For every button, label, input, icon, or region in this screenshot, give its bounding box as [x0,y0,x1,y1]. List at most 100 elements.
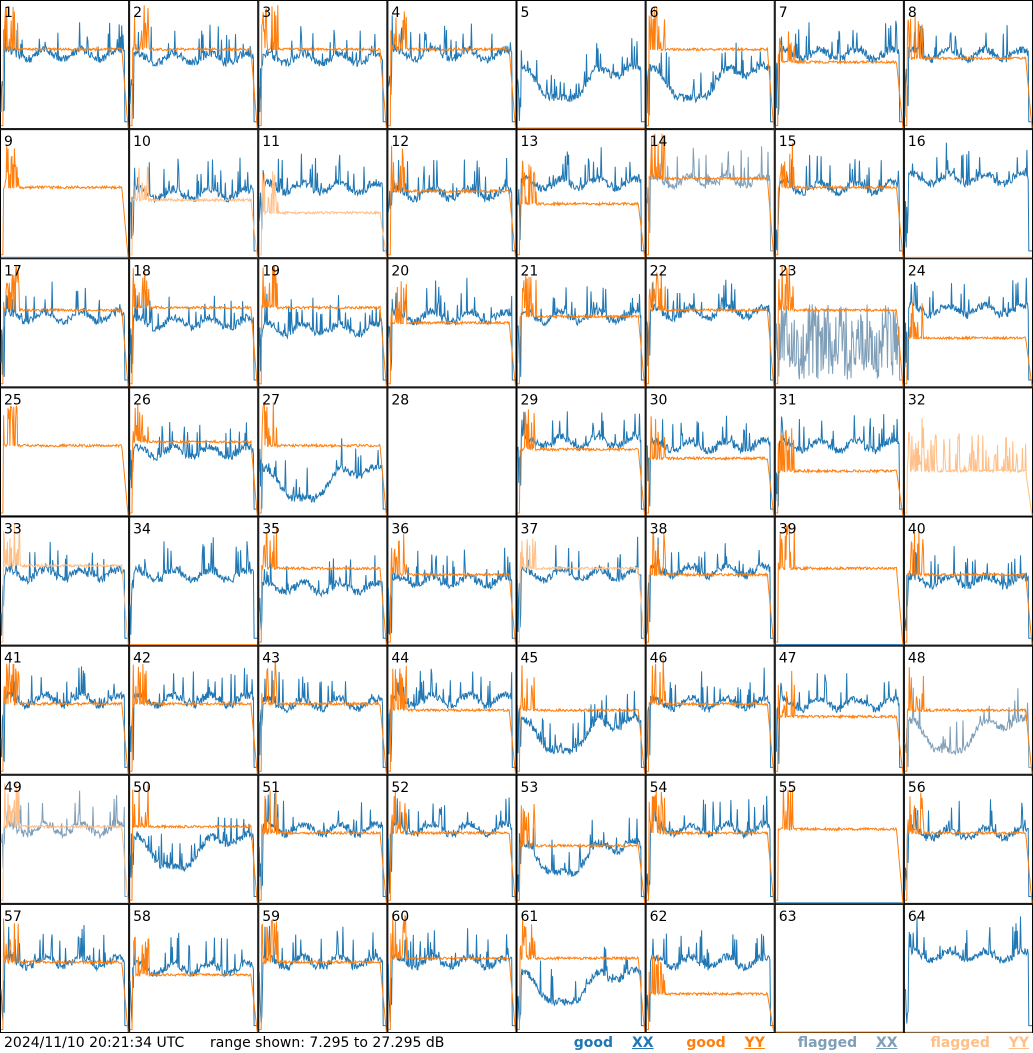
panel-34: 34 [129,516,259,646]
xx-line [258,153,387,252]
xx-line [517,690,645,768]
yy-line [775,524,904,645]
panel-56: 56 [903,774,1033,904]
panel-frame [129,903,259,1033]
legend-good-xx: good XX [573,1035,654,1051]
panel-label: 1 [4,5,13,21]
panel-47: 47 [774,645,904,775]
yy-line [646,954,775,1033]
yy-line [259,788,387,903]
panel-25: 25 [0,387,130,517]
panel-frame [645,774,775,904]
yy-line [130,785,258,903]
panel-3: 3 [258,0,388,130]
yy-line [517,918,646,1033]
panel-7: 7 [774,0,904,130]
panel-label: 44 [391,651,409,667]
panel-frame [516,258,646,388]
yy-line [130,664,258,774]
yy-line [646,6,775,129]
panel-frame [645,903,775,1033]
panel-15: 15 [774,129,904,259]
xx-line [258,26,387,123]
xx-line [517,536,645,639]
footer-bar: 2024/11/10 20:21:34 UTC range shown: 7.2… [0,1033,1033,1053]
panel-label: 42 [133,651,151,667]
panel-64: 64 [903,903,1033,1033]
panel-59: 59 [258,903,388,1033]
xx-line [258,670,387,768]
panel-frame [903,0,1033,130]
yy-line [388,665,516,774]
legend-flagged-xx: flagged XX [797,1035,898,1051]
panel-frame [903,258,1033,388]
panel-label: 4 [391,5,400,21]
yy-line [775,670,904,774]
panel-label: 60 [391,909,409,925]
panel-4: 4 [387,0,517,130]
panel-label: 29 [521,392,539,408]
panel-frame [0,0,130,130]
panel-frame [774,516,904,646]
xx-line [775,414,903,510]
panel-label: 26 [133,392,151,408]
panel-frame [0,774,130,904]
panel-27: 27 [258,387,388,517]
yy-line [1,522,129,645]
panel-label: 12 [391,134,409,150]
panel-frame [774,0,904,130]
panel-label: 36 [391,522,409,538]
panel-63: 63 [774,903,904,1033]
panel-40: 40 [903,516,1033,646]
yy-line [388,145,516,258]
xx-line [517,38,645,123]
panel-18: 18 [129,258,259,388]
legend-flagged-yy: flagged YY [930,1035,1029,1051]
yy-line [1,145,129,258]
legend: good XX good YY flagged XX flagged YY [546,1033,1029,1053]
panel-frame [0,387,130,517]
panel-frame [645,645,775,775]
panel-label: 34 [133,522,151,538]
yy-line [517,273,646,387]
panel-22: 22 [645,258,775,388]
panel-51: 51 [258,774,388,904]
legend-good-yy: good YY [686,1035,765,1051]
panel-label: 43 [262,651,280,667]
panel-52: 52 [387,774,517,904]
panel-label: 54 [650,780,668,796]
panel-frame [774,903,904,1033]
panel-37: 37 [516,516,646,646]
panel-35: 35 [258,516,388,646]
xx-line [0,281,129,381]
xx-line [646,279,774,381]
panel-frame [387,774,517,904]
yy-line [130,268,258,387]
panel-label: 31 [779,392,797,408]
panel-frame [774,387,904,517]
panel-label: 24 [908,263,926,279]
panel-label: 46 [650,651,668,667]
panel-label: 20 [391,263,409,279]
panel-5: 5 [516,0,646,130]
xx-line [258,555,387,639]
panel-13: 13 [516,129,646,259]
panel-62: 62 [645,903,775,1033]
xx-line [0,924,129,1027]
yy-line [259,266,387,387]
panel-label: 64 [908,909,926,925]
panel-label: 13 [521,134,539,150]
panel-frame [516,387,646,517]
panel-45: 45 [516,645,646,775]
panel-frame [0,129,130,259]
xx-line [129,537,258,639]
xx-line [904,546,1032,639]
panel-2: 2 [129,0,259,130]
panel-label: 59 [262,909,280,925]
panel-label: 53 [521,780,539,796]
yy-line [775,787,904,903]
yy-line [517,409,646,516]
xx-line [904,916,1032,1027]
panel-16: 16 [903,129,1033,259]
yy-line [259,919,387,1033]
